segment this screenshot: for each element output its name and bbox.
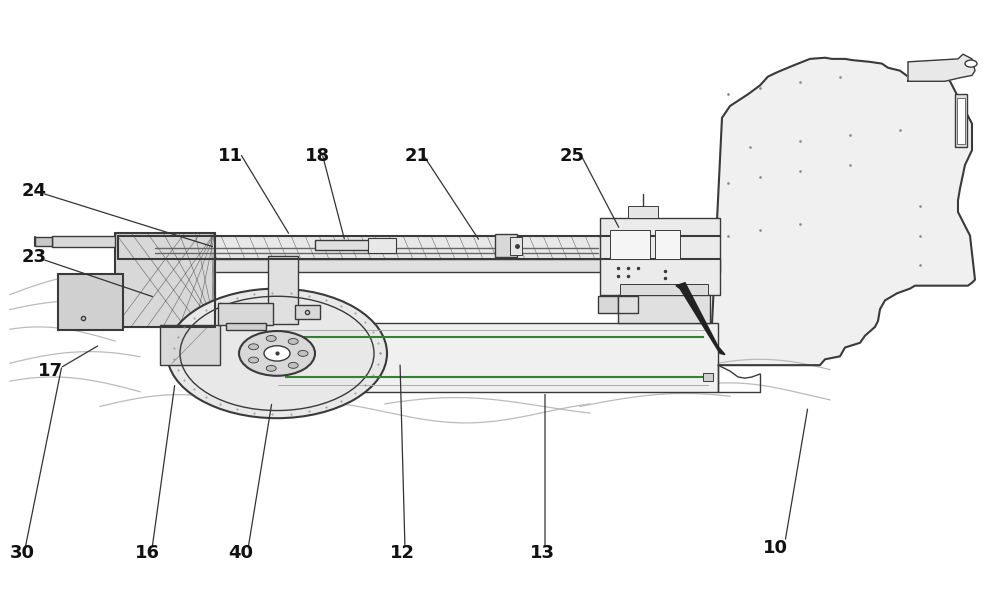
Bar xyxy=(218,303,273,325)
Bar xyxy=(226,323,266,330)
Bar xyxy=(495,234,517,257)
Bar xyxy=(268,323,718,392)
Text: 13: 13 xyxy=(530,544,555,562)
Bar xyxy=(598,296,618,313)
Bar xyxy=(600,218,720,294)
Bar xyxy=(160,325,220,365)
Circle shape xyxy=(288,339,298,345)
Text: 12: 12 xyxy=(390,544,415,562)
Bar xyxy=(368,238,396,253)
Bar xyxy=(655,230,680,259)
Bar xyxy=(703,373,713,381)
Bar xyxy=(510,237,522,255)
Bar xyxy=(957,98,965,144)
Circle shape xyxy=(266,336,276,342)
Bar xyxy=(628,206,658,218)
Bar xyxy=(315,240,375,250)
Circle shape xyxy=(249,357,259,363)
Bar xyxy=(620,284,708,294)
Circle shape xyxy=(239,331,315,376)
Bar xyxy=(268,256,298,324)
Text: 30: 30 xyxy=(10,544,35,562)
Text: 10: 10 xyxy=(763,538,788,557)
Text: 18: 18 xyxy=(305,147,330,165)
Bar xyxy=(610,230,650,259)
Circle shape xyxy=(298,350,308,356)
Text: 11: 11 xyxy=(218,147,243,165)
Text: 24: 24 xyxy=(22,182,47,200)
Text: 21: 21 xyxy=(405,147,430,165)
Text: 25: 25 xyxy=(560,147,585,165)
Circle shape xyxy=(965,60,977,67)
Polygon shape xyxy=(908,54,975,81)
Text: 17: 17 xyxy=(38,362,63,380)
Circle shape xyxy=(266,365,276,371)
Polygon shape xyxy=(118,236,720,259)
Bar xyxy=(955,94,967,147)
Bar xyxy=(52,236,115,247)
Text: 40: 40 xyxy=(228,544,253,562)
Circle shape xyxy=(249,344,259,350)
Circle shape xyxy=(288,362,298,368)
Circle shape xyxy=(167,289,387,418)
Text: 16: 16 xyxy=(135,544,160,562)
Bar xyxy=(618,296,638,313)
Text: 23: 23 xyxy=(22,248,47,266)
Bar xyxy=(35,237,52,246)
Circle shape xyxy=(264,346,290,361)
Bar xyxy=(618,294,710,323)
Bar xyxy=(138,259,720,272)
Polygon shape xyxy=(710,58,975,365)
Bar xyxy=(58,274,123,330)
Bar xyxy=(295,305,320,319)
Polygon shape xyxy=(115,233,215,327)
Polygon shape xyxy=(676,283,725,355)
